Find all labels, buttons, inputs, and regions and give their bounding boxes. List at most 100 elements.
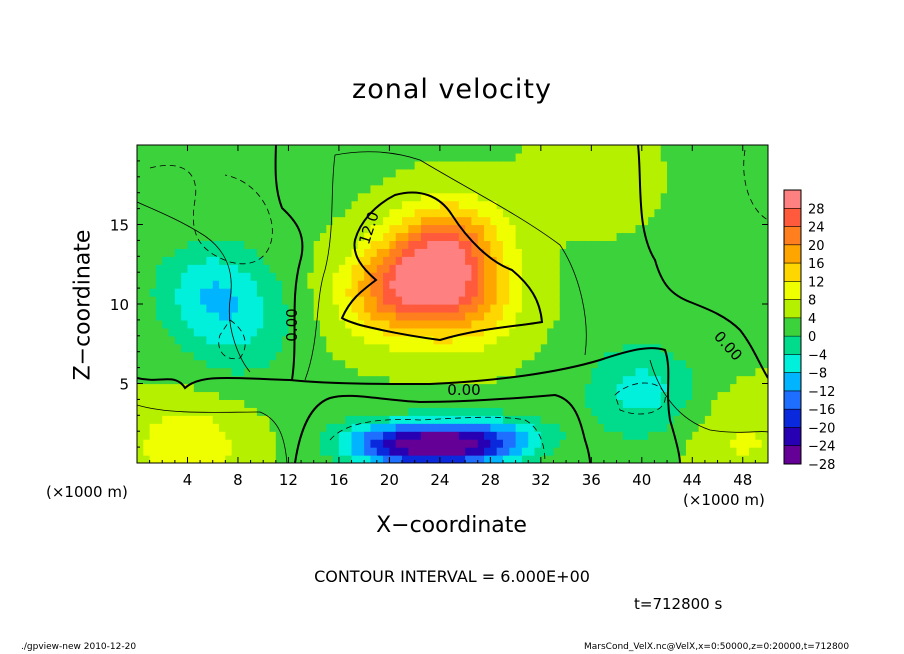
heat-cell xyxy=(345,311,353,321)
heat-cell xyxy=(212,264,220,273)
heat-cell xyxy=(465,256,473,265)
heat-cell xyxy=(313,447,321,456)
heat-cell xyxy=(402,383,409,393)
heat-cell xyxy=(332,319,340,329)
heat-cell xyxy=(376,304,384,313)
heat-cell xyxy=(225,327,233,337)
heat-cell xyxy=(206,240,214,249)
heat-cell xyxy=(338,343,346,353)
heat-cell xyxy=(730,351,738,361)
heat-cell xyxy=(559,343,567,353)
heat-cell xyxy=(597,447,605,456)
heat-cell xyxy=(465,359,473,369)
heat-cell xyxy=(269,447,277,456)
heat-cell xyxy=(717,415,725,424)
heat-cell xyxy=(660,256,668,265)
heat-cell xyxy=(370,391,378,400)
heat-cell xyxy=(736,224,744,234)
heat-cell xyxy=(200,160,208,170)
heat-cell xyxy=(660,399,668,408)
heat-cell xyxy=(496,391,504,400)
heat-cell xyxy=(193,184,201,194)
heat-cell xyxy=(345,439,353,448)
heat-cell xyxy=(521,455,529,463)
heat-cell xyxy=(610,415,618,424)
heat-cell xyxy=(597,152,605,162)
heat-cell xyxy=(187,224,195,234)
heat-cell xyxy=(395,192,403,202)
heat-cell xyxy=(219,296,226,305)
heat-cell xyxy=(137,208,144,218)
heat-cell xyxy=(237,192,245,202)
heat-cell xyxy=(212,168,220,178)
heat-cell xyxy=(244,145,252,154)
x-tick-label: 28 xyxy=(481,471,500,489)
heat-cell xyxy=(149,431,157,440)
heat-cell xyxy=(736,184,744,194)
heat-cell xyxy=(685,224,693,234)
heat-cell xyxy=(301,248,308,257)
heat-cell xyxy=(597,423,605,432)
heat-cell xyxy=(376,288,384,297)
heat-cell xyxy=(502,232,510,241)
heat-cell xyxy=(742,375,750,385)
heat-cell xyxy=(288,431,296,440)
heat-cell xyxy=(749,272,756,281)
heat-cell xyxy=(294,351,302,361)
heat-cell xyxy=(528,423,536,432)
heat-cell xyxy=(370,335,378,345)
heat-cell xyxy=(231,391,239,400)
heat-cell xyxy=(698,327,706,337)
heat-cell xyxy=(326,375,334,385)
heat-cell xyxy=(294,319,302,329)
heat-cell xyxy=(439,327,447,337)
heat-cell xyxy=(244,304,252,313)
heat-cell xyxy=(749,447,756,456)
heat-cell xyxy=(692,192,700,202)
heat-cell xyxy=(654,248,662,257)
heat-cell xyxy=(446,176,454,186)
heat-cell xyxy=(591,431,599,440)
heat-cell xyxy=(641,431,649,440)
heat-cell xyxy=(654,375,662,385)
heat-cell xyxy=(237,304,245,313)
heat-cell xyxy=(471,335,479,345)
heat-cell xyxy=(149,224,157,234)
heat-cell xyxy=(528,160,536,170)
heat-cell xyxy=(263,367,271,377)
heat-cell xyxy=(749,248,756,257)
heat-cell xyxy=(540,319,548,329)
heat-cell xyxy=(692,455,700,463)
heat-cell xyxy=(704,399,712,408)
heat-cell xyxy=(219,423,226,432)
heat-cell xyxy=(389,168,397,178)
heat-cell xyxy=(193,145,201,154)
heat-cell xyxy=(351,327,359,337)
heat-cell xyxy=(629,168,637,178)
heat-cell xyxy=(736,152,744,162)
heat-cell xyxy=(200,256,208,265)
heat-cell xyxy=(629,224,637,234)
heat-cell xyxy=(622,375,630,385)
heat-cell xyxy=(307,224,315,234)
heat-cell xyxy=(641,319,649,329)
heat-cell xyxy=(313,327,321,337)
heat-cell xyxy=(427,359,435,369)
heat-cell xyxy=(452,319,460,329)
heat-cell xyxy=(376,431,384,440)
heat-cell xyxy=(490,367,498,377)
heat-cell xyxy=(730,359,738,369)
heat-cell xyxy=(566,256,573,265)
heat-cell xyxy=(301,288,308,297)
heat-cell xyxy=(471,264,479,273)
heat-cell xyxy=(408,423,416,432)
heat-cell xyxy=(484,216,491,226)
heat-cell xyxy=(490,168,498,178)
heat-cell xyxy=(370,208,378,218)
heat-cell xyxy=(667,367,674,377)
heat-cell xyxy=(370,176,378,186)
heat-cell xyxy=(193,240,201,249)
heat-cell xyxy=(376,145,384,154)
heat-cell xyxy=(212,160,220,170)
heat-cell xyxy=(540,272,548,281)
